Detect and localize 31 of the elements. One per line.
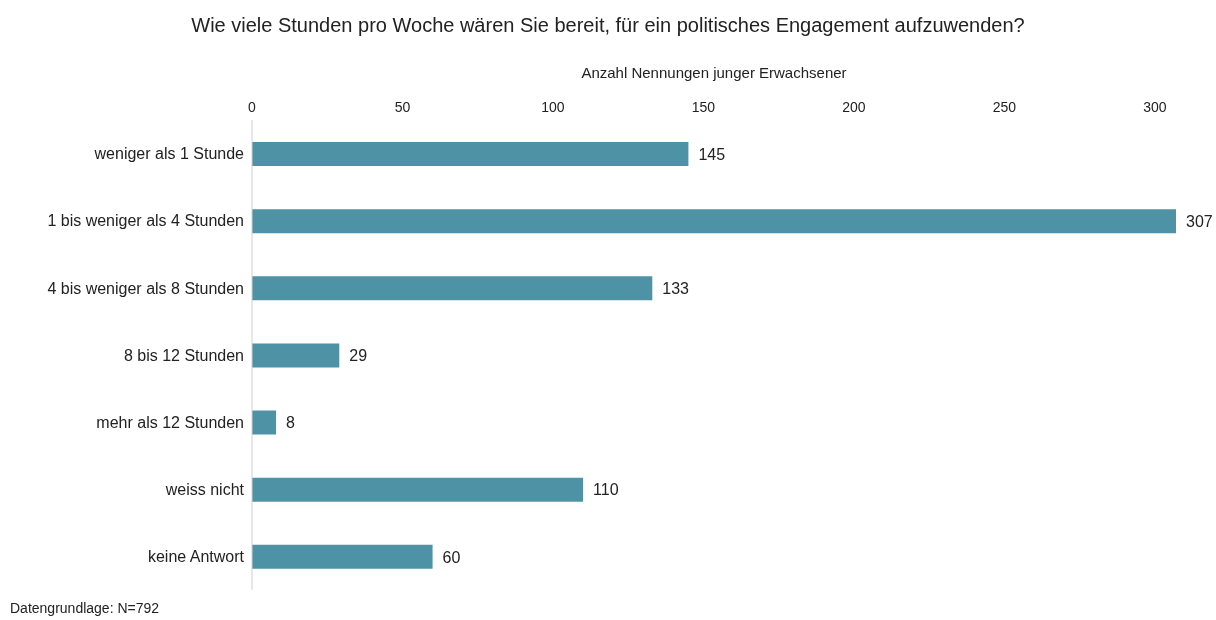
- x-tick-label: 0: [248, 99, 257, 115]
- x-tick-label: 100: [541, 99, 565, 115]
- x-axis-title: Anzahl Nennungen junger Erwachsener: [580, 64, 848, 81]
- data-label: 110: [593, 481, 619, 499]
- bar: [252, 544, 433, 569]
- bar: [252, 477, 584, 502]
- y-tick-label: keine Antwort: [147, 548, 245, 566]
- y-tick-label: 8 bis 12 Stunden: [123, 346, 244, 364]
- text: Datengrundlage: N=792: [10, 600, 160, 616]
- x-tick-label: 50: [394, 99, 411, 115]
- bar: [252, 209, 1176, 234]
- y-tick-label: 1 bis weniger als 4 Stunden: [47, 212, 244, 230]
- chart-title: Wie viele Stunden pro Woche wären Sie bereit, für ein politisches Engagement aufzuwenden?: [190, 14, 1026, 37]
- y-tick-label: weiss nicht: [164, 480, 245, 498]
- y-tick-label: weniger als 1 Stunde: [93, 145, 245, 163]
- data-label: 133: [662, 279, 690, 297]
- data-label: 8: [286, 414, 296, 432]
- bar: [252, 410, 277, 435]
- x-tick-label: 200: [842, 99, 866, 115]
- x-tick-label: 250: [992, 99, 1017, 115]
- bar: [252, 142, 689, 166]
- data-label: 145: [698, 145, 726, 163]
- bar: [252, 276, 653, 301]
- data-label: 307: [1186, 212, 1213, 230]
- bar: [252, 343, 340, 368]
- data-label: 60: [442, 548, 461, 566]
- x-tick-label: 300: [1143, 99, 1167, 115]
- data-label: 29: [349, 347, 368, 365]
- x-tick-label: 150: [691, 99, 716, 115]
- y-tick-label: 4 bis weniger als 8 Stunden: [47, 279, 244, 297]
- y-tick-label: mehr als 12 Stunden: [96, 413, 244, 431]
